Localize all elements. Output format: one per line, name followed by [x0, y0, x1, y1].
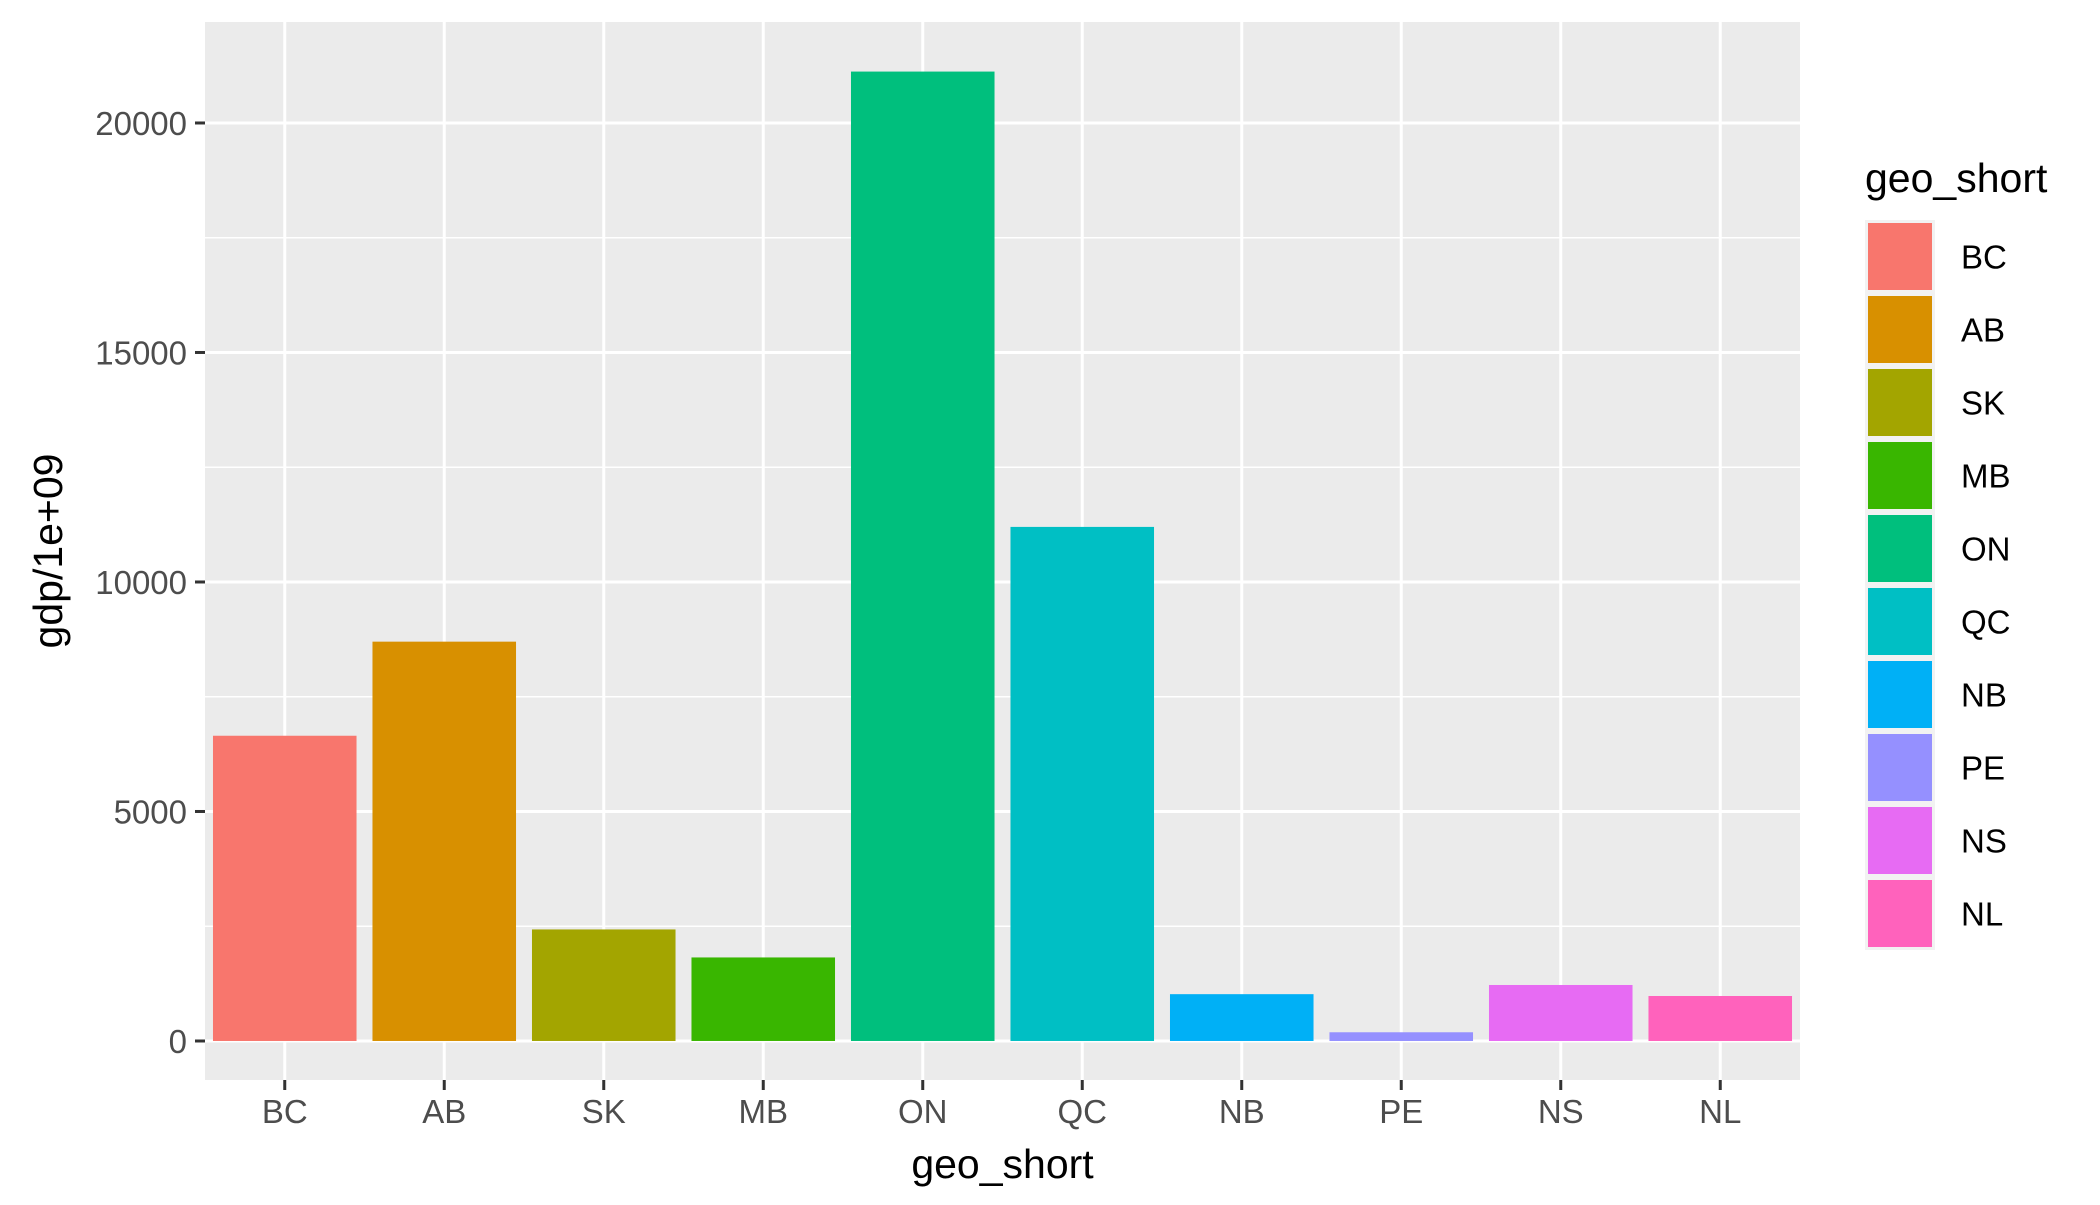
legend-swatch-bc	[1868, 223, 1932, 290]
x-axis-title: geo_short	[911, 1141, 1094, 1187]
y-tick-label: 20000	[95, 105, 187, 142]
legend-title: geo_short	[1865, 155, 2048, 201]
legend-label: MB	[1961, 458, 2011, 495]
y-tick-label: 10000	[95, 564, 187, 601]
legend-swatch-sk	[1868, 369, 1932, 436]
bar-qc	[1010, 526, 1155, 1041]
legend-label: ON	[1961, 531, 2011, 568]
legend-swatch-pe	[1868, 734, 1932, 801]
y-axis-title: gdp/1e+09	[25, 454, 71, 649]
x-tick-label: NL	[1699, 1093, 1741, 1130]
x-tick-label: MB	[739, 1093, 789, 1130]
legend-label: NS	[1961, 823, 2007, 860]
bar-nl	[1648, 996, 1793, 1041]
x-tick-label: PE	[1379, 1093, 1423, 1130]
bar-nb	[1169, 994, 1314, 1041]
bar-ab	[372, 641, 517, 1041]
legend-swatch-mb	[1868, 442, 1932, 509]
x-tick-label: SK	[582, 1093, 626, 1130]
y-tick-label: 5000	[114, 793, 187, 830]
legend-label: SK	[1961, 385, 2005, 422]
bar-pe	[1329, 1032, 1474, 1041]
x-tick-label: NB	[1219, 1093, 1265, 1130]
y-tick-label: 0	[169, 1023, 187, 1060]
x-tick-label: AB	[422, 1093, 466, 1130]
bar-bc	[212, 735, 357, 1041]
x-tick-label: NS	[1538, 1093, 1584, 1130]
legend-label: QC	[1961, 604, 2011, 641]
x-tick-label: QC	[1058, 1093, 1108, 1130]
legend-label: NB	[1961, 677, 2007, 714]
legend-swatch-on	[1868, 515, 1932, 582]
legend-swatch-qc	[1868, 588, 1932, 655]
x-tick-label: BC	[262, 1093, 308, 1130]
x-tick-label: ON	[898, 1093, 948, 1130]
legend-label: AB	[1961, 312, 2005, 349]
legend-swatch-ab	[1868, 296, 1932, 363]
legend-swatch-nb	[1868, 661, 1932, 728]
bar-ns	[1488, 984, 1633, 1041]
legend-swatch-ns	[1868, 807, 1932, 874]
legend-label: PE	[1961, 750, 2005, 787]
bar-sk	[531, 929, 676, 1041]
y-tick-label: 15000	[95, 334, 187, 371]
bar-mb	[691, 957, 836, 1041]
legend-swatch-nl	[1868, 880, 1932, 947]
bar-on	[850, 71, 995, 1041]
legend-label: BC	[1961, 239, 2007, 276]
legend-label: NL	[1961, 896, 2003, 933]
